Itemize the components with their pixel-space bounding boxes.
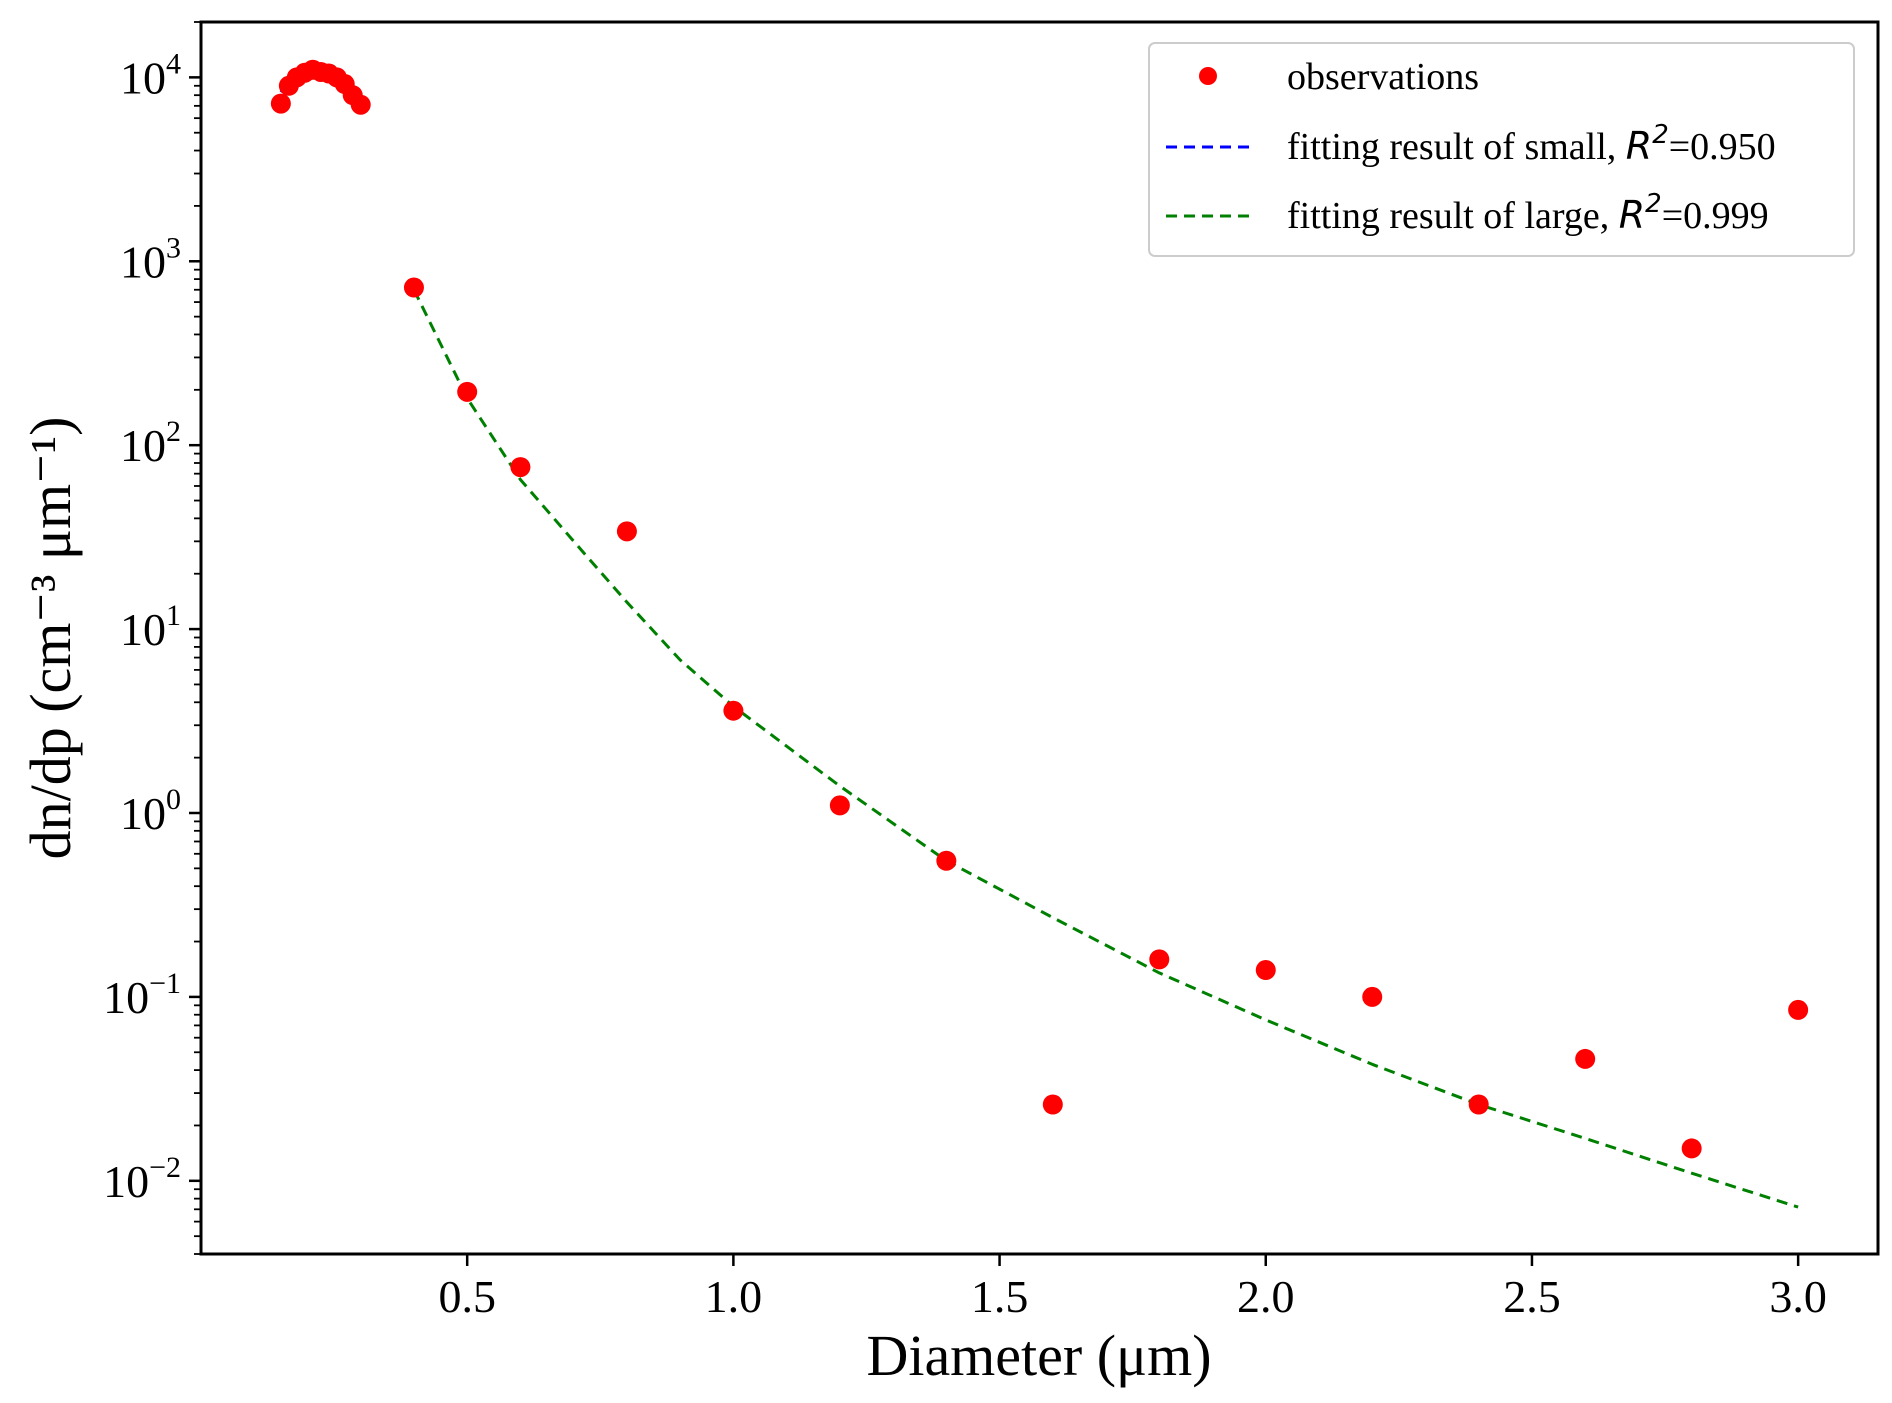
y-tick-label-exponent: −2 — [149, 1151, 181, 1184]
observation-point — [1042, 1094, 1063, 1115]
legend-label-large-fit: fitting result of large, R2=0.999 — [1287, 189, 1769, 237]
x-tick-label: 2.0 — [1237, 1271, 1295, 1322]
observation-point — [1255, 960, 1276, 981]
y-tick-label: 101 — [120, 599, 181, 655]
y-tick-label: 100 — [120, 783, 181, 839]
x-axis-title: Diameter (μm) — [866, 1323, 1211, 1388]
y-tick-label: 104 — [120, 47, 181, 103]
legend-box — [1148, 42, 1855, 257]
x-tick-label: 1.0 — [705, 1271, 763, 1322]
legend-small-fit-r: R — [1626, 124, 1652, 168]
x-axis-ticks: 0.5 1.0 1.5 2.0 2.5 3.0 — [438, 1254, 1827, 1322]
legend-large-fit-r2-value: =0.999 — [1662, 195, 1769, 237]
observation-points — [270, 59, 1809, 1159]
y-minor-ticks — [194, 21, 201, 1255]
legend-small-fit-comma: , — [1607, 126, 1626, 168]
legend-label-small-fit: fitting result of small, R2=0.950 — [1287, 120, 1776, 168]
observation-point — [1362, 986, 1383, 1007]
y-tick-label-base: 10 — [103, 1156, 149, 1207]
x-tick-label: 3.0 — [1769, 1271, 1827, 1322]
y-tick-label: 10−2 — [103, 1151, 181, 1207]
y-axis-title: dn/dp (cm⁻³ μm⁻¹) — [18, 417, 83, 860]
observation-point — [510, 457, 531, 478]
y-tick-label-exponent: 2 — [166, 415, 181, 448]
y-tick-label-exponent: 4 — [166, 47, 181, 80]
y-tick-label-exponent: 1 — [166, 599, 181, 632]
y-tick-label-exponent: −1 — [149, 967, 181, 1000]
y-tick-label: 103 — [120, 231, 181, 287]
observation-point — [1788, 999, 1809, 1020]
legend-label-observations: observations — [1287, 56, 1479, 98]
x-tick-label: 2.5 — [1503, 1271, 1561, 1322]
legend-large-fit-r: R — [1619, 193, 1645, 237]
legend-small-fit-name: fitting result of small — [1287, 126, 1607, 168]
observation-point — [1575, 1048, 1596, 1069]
observation-point — [270, 93, 291, 114]
legend-small-fit-r2-value: =0.950 — [1669, 126, 1776, 168]
observation-point — [829, 795, 850, 816]
legend-marker-observations — [1199, 67, 1217, 85]
observation-point — [403, 277, 424, 298]
y-tick-label-exponent: 0 — [166, 783, 181, 816]
y-tick-label: 102 — [120, 415, 181, 471]
legend: observations fitting result of small, R2… — [1148, 42, 1855, 257]
y-tick-label-base: 10 — [103, 972, 149, 1023]
x-tick-label: 0.5 — [438, 1271, 496, 1322]
y-tick-label-base: 10 — [120, 420, 166, 471]
observation-point — [1681, 1138, 1702, 1159]
x-tick-label: 1.5 — [971, 1271, 1029, 1322]
observation-point — [457, 381, 478, 402]
y-tick-label-base: 10 — [120, 604, 166, 655]
legend-large-fit-r-exp: 2 — [1645, 189, 1662, 219]
observation-point — [936, 850, 957, 871]
y-tick-label-base: 10 — [120, 52, 166, 103]
observation-point — [1468, 1094, 1489, 1115]
observation-point — [1149, 949, 1170, 970]
observation-point — [723, 700, 744, 721]
legend-small-fit-r-exp: 2 — [1652, 120, 1669, 150]
legend-large-fit-comma: , — [1600, 195, 1619, 237]
y-tick-label-base: 10 — [120, 236, 166, 287]
y-tick-label: 10−1 — [103, 967, 181, 1023]
observation-point — [616, 521, 637, 542]
legend-large-fit-name: fitting result of large — [1287, 195, 1600, 237]
observation-point — [350, 94, 371, 115]
y-tick-label-base: 10 — [120, 788, 166, 839]
y-tick-label-exponent: 3 — [166, 231, 181, 264]
